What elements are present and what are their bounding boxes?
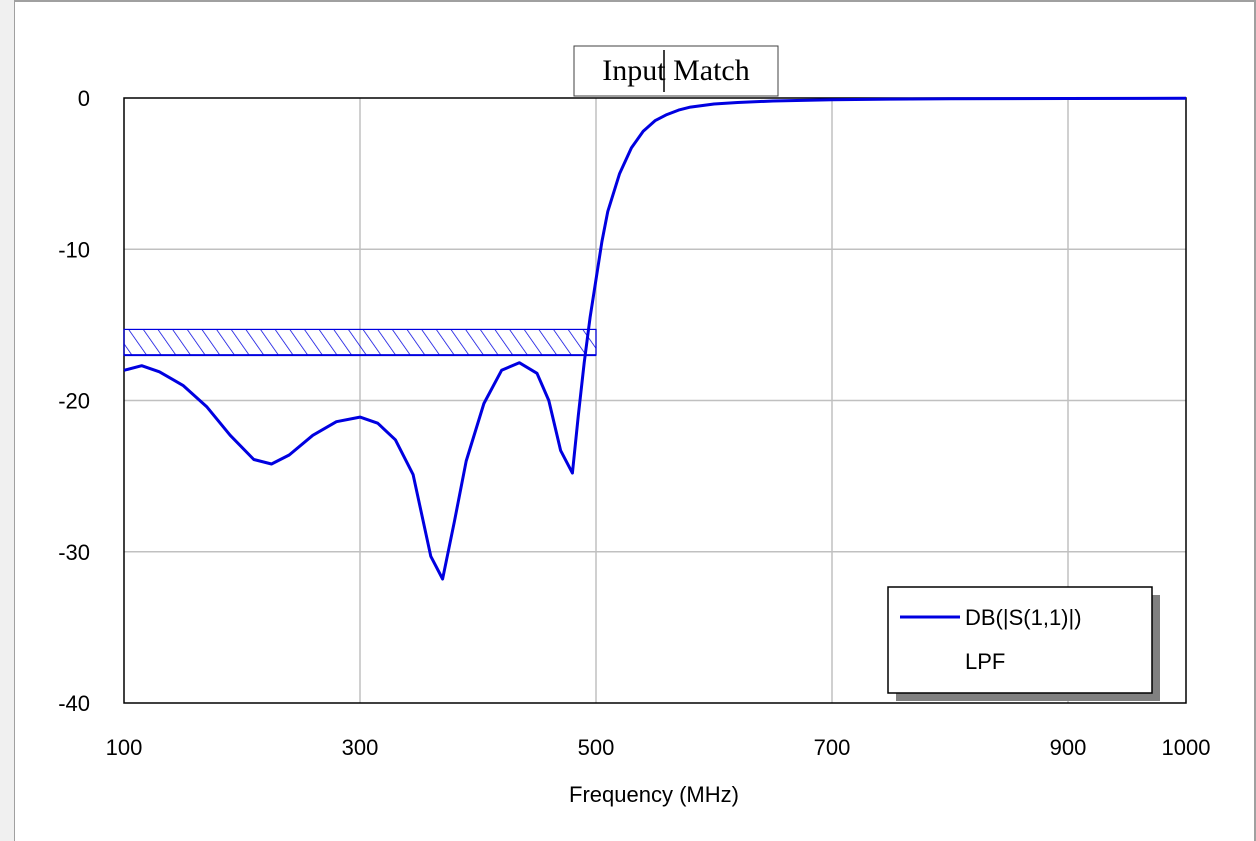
y-tick-label: 0 [78, 86, 90, 111]
goal-hatch [123, 328, 597, 356]
window-left-border [0, 0, 15, 841]
legend-entry: DB(|S(1,1)|) [965, 605, 1082, 630]
legend[interactable]: DB(|S(1,1)|) LPF [887, 586, 1160, 701]
chart-title: Input Match [602, 54, 749, 87]
series-layer [123, 96, 1187, 581]
x-tick-label: 1000 [1162, 735, 1211, 760]
x-tick-label: 100 [106, 735, 143, 760]
x-tick-label: 700 [814, 735, 851, 760]
tick-labels: 100 300 500 700 900 1000 0 -10 -20 -30 -40 [58, 86, 1210, 760]
y-tick-label: -30 [58, 540, 90, 565]
window-right-border [1254, 0, 1256, 841]
window-top-border [0, 0, 1256, 2]
series-line-s11 [123, 96, 1187, 581]
x-axis-title: Frequency (MHz) [569, 782, 739, 807]
goal-marker [123, 328, 597, 357]
legend-subtitle: LPF [965, 649, 1005, 674]
grid [124, 98, 1186, 703]
x-tick-label: 900 [1050, 735, 1087, 760]
plot-area [123, 97, 1187, 704]
y-tick-label: -20 [58, 389, 90, 414]
chart-title-box[interactable]: Input Match [573, 45, 779, 97]
y-tick-label: -40 [58, 691, 90, 716]
x-tick-label: 300 [342, 735, 379, 760]
title-frame [573, 45, 779, 97]
x-tick-label: 500 [578, 735, 615, 760]
legend-box [887, 586, 1153, 694]
y-tick-label: -10 [58, 237, 90, 262]
